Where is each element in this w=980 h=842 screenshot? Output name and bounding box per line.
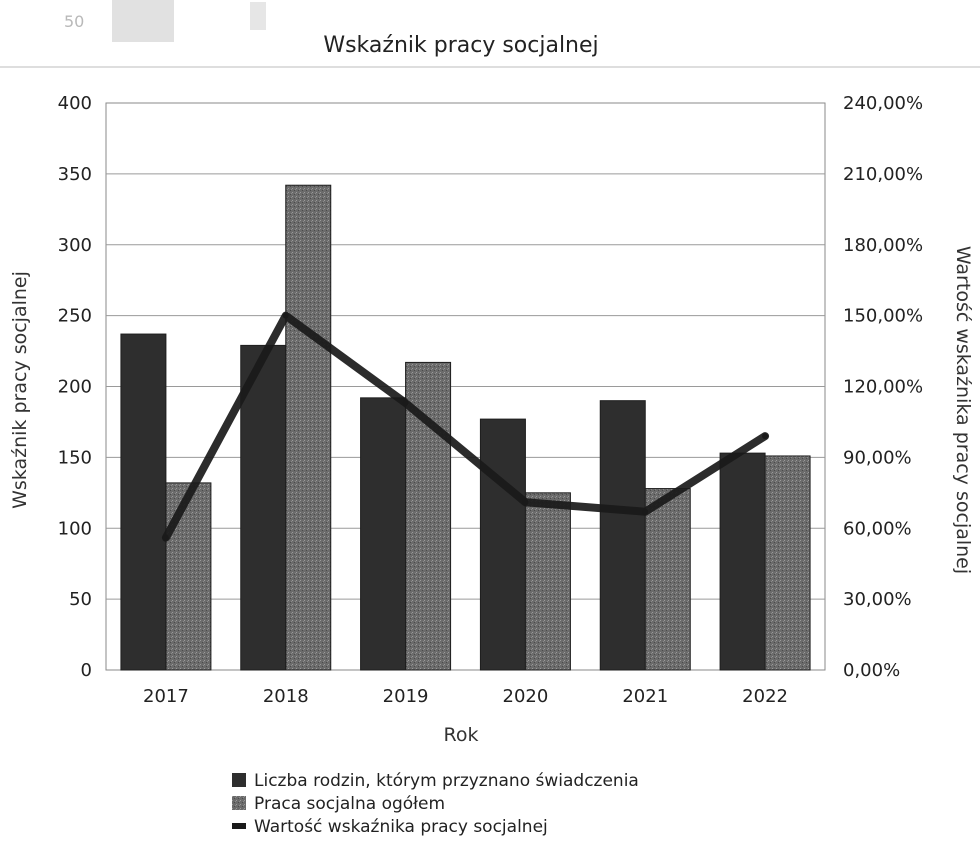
x-tick-label: 2020	[503, 686, 549, 707]
legend-label-indicator: Wartość wskaźnika pracy socjalnej	[254, 817, 548, 837]
scan-artifact-number: 50	[64, 12, 84, 31]
legend-swatch-families	[232, 773, 246, 787]
y2-tick-label: 240,00%	[843, 93, 923, 114]
legend-label-social-work: Praca socjalna ogółem	[254, 794, 445, 814]
line-point	[162, 534, 169, 541]
bar-social-work	[524, 492, 571, 671]
line-point	[402, 400, 409, 407]
y2-tick-label: 0,00%	[843, 660, 900, 681]
y-tick-label: 0	[81, 660, 92, 681]
legend: Liczba rodzin, którym przyznano świadcze…	[232, 771, 639, 837]
y-tick-label: 150	[58, 447, 92, 468]
y2-tick-label: 90,00%	[843, 447, 912, 468]
line-point	[282, 312, 289, 319]
bar-families	[120, 333, 167, 671]
scan-smudge	[112, 0, 174, 42]
scan-smudge	[250, 2, 266, 30]
y-tick-label: 250	[58, 306, 92, 327]
y-axis-title: Wskaźnik pracy socjalnej	[9, 271, 31, 509]
x-tick-label: 2019	[383, 686, 429, 707]
line-indicator	[161, 311, 770, 542]
y2-tick-label: 60,00%	[843, 518, 912, 539]
x-tick-label: 2017	[143, 686, 189, 707]
y2-tick-label: 210,00%	[843, 164, 923, 185]
x-axis: 2017 2018 2019 2020 2021 2022	[143, 686, 788, 707]
y2-axis-title: Wartość wskaźnika pracy socjalnej	[952, 246, 974, 574]
line-point	[522, 499, 529, 506]
legend-swatch-indicator	[232, 823, 246, 829]
bar-social-work	[165, 482, 212, 671]
bar-series	[120, 184, 811, 671]
y2-tick-label: 30,00%	[843, 589, 912, 610]
chart-title: Wskaźnik pracy socjalnej	[323, 33, 598, 58]
x-tick-label: 2018	[263, 686, 309, 707]
gridlines	[106, 173, 825, 600]
y-tick-label: 300	[58, 235, 92, 256]
x-tick-label: 2021	[622, 686, 668, 707]
bar-families	[360, 397, 407, 671]
y2-tick-label: 150,00%	[843, 306, 923, 327]
bar-social-work	[285, 184, 332, 671]
y-tick-label: 350	[58, 164, 92, 185]
legend-label-families: Liczba rodzin, którym przyznano świadcze…	[254, 771, 639, 791]
y-axis-right: 0,00% 30,00% 60,00% 90,00% 120,00% 150,00% 180…	[843, 93, 923, 681]
bar-families	[599, 400, 646, 671]
y-tick-label: 400	[58, 93, 92, 114]
y2-tick-label: 180,00%	[843, 235, 923, 256]
bar-social-work	[764, 455, 811, 671]
line-point	[762, 433, 769, 440]
line-series	[161, 311, 770, 542]
y2-tick-label: 120,00%	[843, 377, 923, 398]
y-tick-label: 200	[58, 377, 92, 398]
line-point	[642, 508, 649, 515]
bar-families	[479, 418, 526, 671]
y-tick-label: 50	[69, 589, 92, 610]
bar-social-work	[644, 488, 691, 671]
x-tick-label: 2022	[742, 686, 788, 707]
x-axis-title: Rok	[444, 724, 479, 746]
legend-swatch-social-work	[232, 796, 246, 810]
y-tick-label: 100	[58, 518, 92, 539]
y-axis-left: 0 50 100 150 200 250 300 350 400	[58, 93, 92, 681]
bar-families	[719, 452, 766, 671]
